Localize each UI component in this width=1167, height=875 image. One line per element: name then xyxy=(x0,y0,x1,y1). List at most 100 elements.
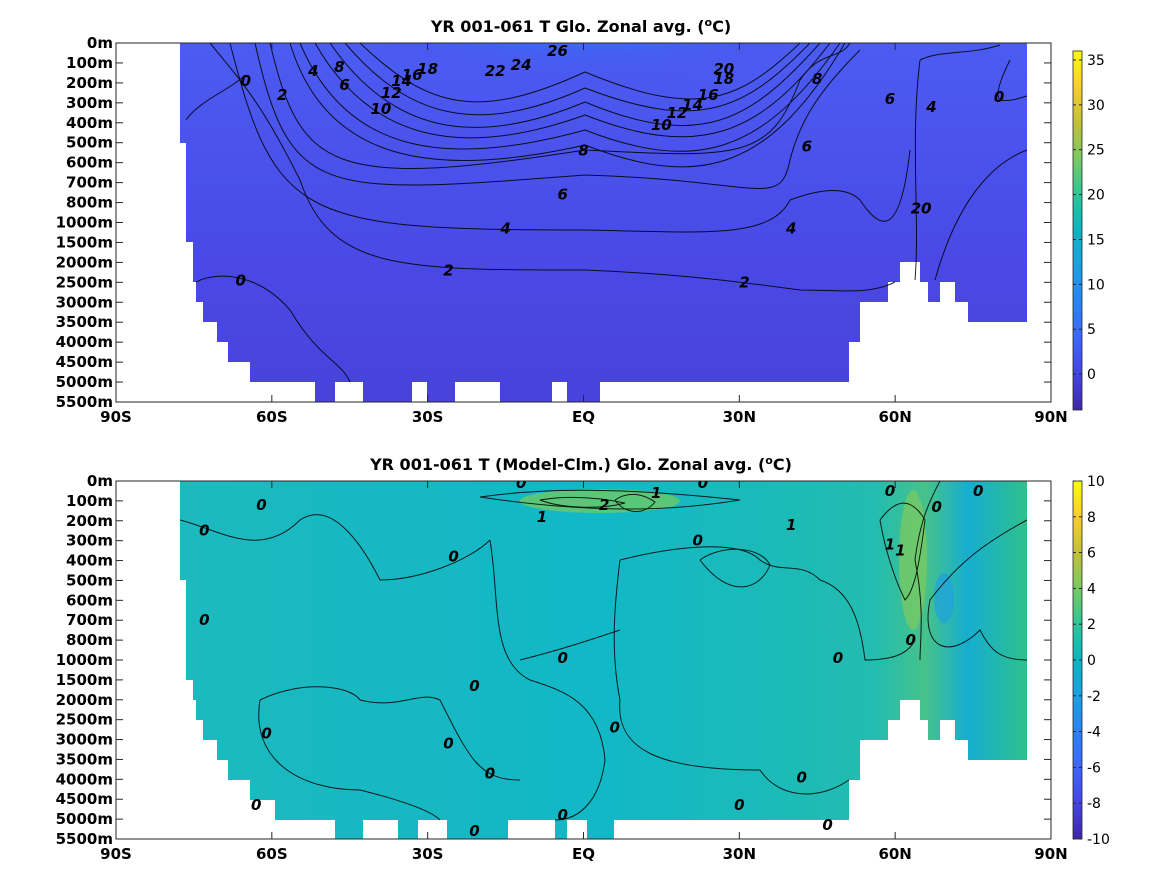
contour-label: 0 xyxy=(251,796,261,814)
x-tick-label: 90S xyxy=(100,845,132,863)
y-tick-label: 800m xyxy=(66,631,113,649)
y-tick-label: 500m xyxy=(66,571,113,589)
x-tick-label: 30S xyxy=(412,845,444,863)
colorbar-tick-label: 10 xyxy=(1087,277,1105,293)
contour-label: 0 xyxy=(199,611,209,629)
x-tick-label: 90S xyxy=(100,408,132,426)
colorbar-tick-label: -6 xyxy=(1087,760,1101,776)
contour-label: 14 xyxy=(682,96,703,114)
colorbar-tick-label: 2 xyxy=(1087,617,1096,633)
contour-label: 6 xyxy=(802,138,812,156)
y-tick-label: 5500m xyxy=(56,830,113,848)
y-tick-label: 3000m xyxy=(56,731,113,749)
y-tick-label: 1500m xyxy=(56,671,113,689)
contour-label: 12 xyxy=(381,84,402,102)
y-tick-label: 0m xyxy=(87,472,113,490)
y-tick-label: 5000m xyxy=(56,810,113,828)
x-tick-label: 30N xyxy=(723,845,756,863)
bottom-colorbar: 10 8 6 4 2 0 -2 -4 -6 -8 -10 xyxy=(1072,474,1110,848)
x-tick-label: 90N xyxy=(1034,408,1067,426)
y-tick-label: 5000m xyxy=(56,373,113,391)
top-colorbar: 35 30 25 20 15 10 5 0 xyxy=(1072,50,1105,411)
contour-label: 0 xyxy=(822,816,832,834)
contour-label: 0 xyxy=(558,806,568,824)
top-y-axis: 0m100m200m300m400m500m600m700m800m1000m1… xyxy=(56,34,1051,411)
colorbar-tick-label: 8 xyxy=(1087,510,1096,526)
y-tick-label: 4000m xyxy=(56,770,113,788)
bottom-x-axis: 90S 60S 30S EQ 30N 60N 90N xyxy=(100,481,1068,863)
y-tick-label: 100m xyxy=(66,54,113,72)
contour-label: 1 xyxy=(537,508,547,526)
contour-label: 16 xyxy=(698,86,719,104)
contour-label: 0 xyxy=(443,735,453,753)
colorbar-tick-label: -10 xyxy=(1087,832,1110,848)
x-tick-label: 60N xyxy=(878,408,911,426)
y-tick-label: 600m xyxy=(66,591,113,609)
contour-label: 2 xyxy=(739,273,749,291)
contour-label: 0 xyxy=(256,496,266,514)
contour-label: 14 xyxy=(391,72,412,90)
contour-label: 0 xyxy=(199,522,209,540)
y-tick-label: 2500m xyxy=(56,273,113,291)
colorbar-tick-label: 10 xyxy=(1087,474,1105,490)
colorbar-tick-label: 0 xyxy=(1087,653,1096,669)
contour-label: 22 xyxy=(485,62,506,80)
x-tick-label: 60N xyxy=(878,845,911,863)
y-tick-label: 4000m xyxy=(56,333,113,351)
x-tick-label: 30S xyxy=(412,408,444,426)
y-tick-label: 300m xyxy=(66,532,113,550)
y-tick-label: 400m xyxy=(66,114,113,132)
contour-label: 0 xyxy=(261,725,271,743)
contour-label: 6 xyxy=(885,90,895,108)
y-tick-label: 2000m xyxy=(56,253,113,271)
contour-label: 0 xyxy=(516,474,526,492)
contour-label: 26 xyxy=(547,42,568,60)
bottom-colorbar-ticks: 10 8 6 4 2 0 -2 -4 -6 -8 -10 xyxy=(1073,474,1110,848)
y-tick-label: 500m xyxy=(66,134,113,152)
y-tick-label: 3500m xyxy=(56,750,113,768)
x-tick-label: EQ xyxy=(572,408,595,426)
contour-label: 0 xyxy=(734,796,744,814)
contour-label: 1 xyxy=(651,484,661,502)
contour-label: 18 xyxy=(713,70,734,88)
y-tick-label: 3500m xyxy=(56,313,113,331)
y-tick-label: 4500m xyxy=(56,353,113,371)
contour-label: 12 xyxy=(667,104,688,122)
colorbar-tick-label: 35 xyxy=(1087,53,1105,69)
colorbar-tick-label: -8 xyxy=(1087,796,1101,812)
y-tick-label: 400m xyxy=(66,552,113,570)
contour-label: 1 xyxy=(786,516,796,534)
contour-label: 0 xyxy=(469,677,479,695)
contour-label: 0 xyxy=(558,649,568,667)
contour-label: 4 xyxy=(925,98,936,116)
contour-label: 2 xyxy=(599,496,609,514)
y-tick-label: 200m xyxy=(66,512,113,530)
x-tick-label: 30N xyxy=(723,408,756,426)
contour-label: 20 xyxy=(713,60,734,78)
contour-label: 0 xyxy=(693,532,703,550)
y-tick-label: 100m xyxy=(66,492,113,510)
y-tick-label: 1000m xyxy=(56,214,113,232)
contour-label: 10 xyxy=(370,100,391,118)
contour-label: 1 xyxy=(895,542,905,560)
contour-label: 0 xyxy=(921,200,931,218)
contour-label: 0 xyxy=(994,88,1004,106)
contour-label: 4 xyxy=(499,219,510,237)
colorbar-tick-label: 30 xyxy=(1087,98,1105,114)
colorbar-tick-label: 0 xyxy=(1087,367,1096,383)
y-tick-label: 300m xyxy=(66,94,113,112)
y-tick-label: 2000m xyxy=(56,691,113,709)
contour-label: 0 xyxy=(609,719,619,737)
colorbar-tick-label: -2 xyxy=(1087,689,1101,705)
x-tick-label: 60S xyxy=(256,408,288,426)
contour-label: 8 xyxy=(578,142,588,160)
contour-label: 1 xyxy=(885,536,895,554)
contour-label: 2 xyxy=(911,200,921,218)
contour-label: 0 xyxy=(973,482,983,500)
contour-label: 0 xyxy=(906,631,916,649)
contour-label: 0 xyxy=(833,649,843,667)
y-tick-label: 1000m xyxy=(56,651,113,669)
